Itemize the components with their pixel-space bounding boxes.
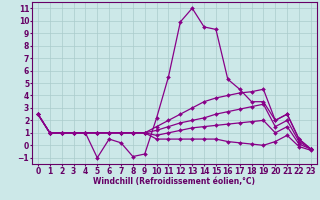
X-axis label: Windchill (Refroidissement éolien,°C): Windchill (Refroidissement éolien,°C) [93, 177, 255, 186]
